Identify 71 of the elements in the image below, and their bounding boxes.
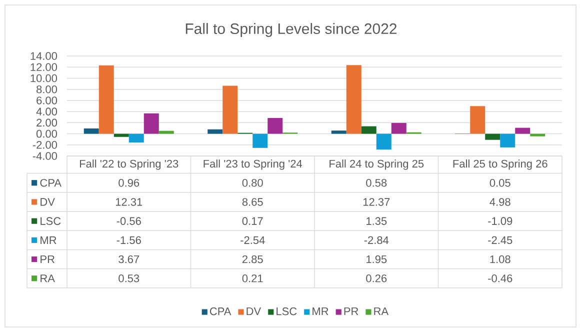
x-tick-label: Fall 24 to Spring 25 [330,160,424,170]
bar [158,130,174,134]
bar [331,130,346,134]
data-label: 1.35 [366,217,387,225]
bar [530,134,546,136]
text: MR [312,307,328,316]
bar [114,134,129,137]
y-tick-label: 8.00 [36,85,58,94]
bar [84,128,99,134]
data-label: 12.31 [116,198,142,206]
data-label: 12.37 [363,198,390,206]
data-label: -2.84 [364,236,389,244]
legend-label: PR [40,255,54,264]
data-label: 2.85 [242,255,263,264]
legend-label: RA [374,307,389,316]
data-label: -1.09 [488,217,512,225]
text: PR [344,307,358,316]
data-label: 4.98 [490,198,510,206]
y-tick-label: 4.00 [36,108,58,116]
bar [222,86,238,134]
data-label: 3.67 [118,255,140,264]
text: LSC [276,307,297,316]
bar [98,65,114,134]
bar [470,106,486,134]
bar [391,122,406,134]
x-tick-label: Fall '23 to Spring '24 [204,160,302,170]
bar [361,126,376,134]
y-tick-label: 2.00 [36,118,58,127]
data-label: 0.53 [118,274,140,282]
data-label: -0.56 [116,217,141,225]
bar [208,129,223,134]
y-tick-label: 10.00 [30,74,58,82]
y-tick-label: 0.00 [36,130,58,138]
bar [376,134,392,150]
data-label: 0.58 [366,178,387,187]
data-label: 1.95 [366,255,387,264]
data-label: 0.05 [490,178,510,187]
x-tick-label: Fall '22 to Spring '23 [80,160,178,170]
data-label: 1.08 [490,255,510,264]
data-label: -1.56 [116,236,141,244]
y-tick-label: -4.00 [32,152,58,160]
x-tick-label: Fall 25 to Spring 26 [453,160,548,170]
bar [252,134,268,148]
text: CPA [210,307,232,316]
y-tick-label: 12.00 [30,63,58,72]
y-tick-label: 14.00 [30,52,58,60]
bar [346,65,362,134]
bar [128,134,144,142]
data-label: 8.65 [242,198,263,206]
bar [268,118,283,134]
data-label: -2.45 [488,236,512,244]
data-label: -2.54 [240,236,265,244]
data-label: -0.46 [488,274,512,282]
text: DV [246,307,262,316]
legend-label: CPA [40,178,62,187]
bar [515,128,530,134]
data-label: 0.21 [242,274,263,282]
data-label: 0.80 [242,178,263,187]
bar [500,134,516,148]
legend-label: DV [40,198,55,206]
legend-label: MR [40,236,56,244]
bar [485,134,500,140]
text: RA [40,274,55,282]
chart-title: Fall to Spring Levels since 2022 [186,23,397,37]
y-tick-label: 6.00 [36,96,58,104]
data-label: 0.26 [366,274,387,282]
y-tick-label: -2.00 [32,141,58,149]
data-label: 0.17 [242,217,263,225]
legend-label: LSC [40,217,61,225]
bar [144,113,159,134]
data-label: 0.96 [118,178,140,187]
